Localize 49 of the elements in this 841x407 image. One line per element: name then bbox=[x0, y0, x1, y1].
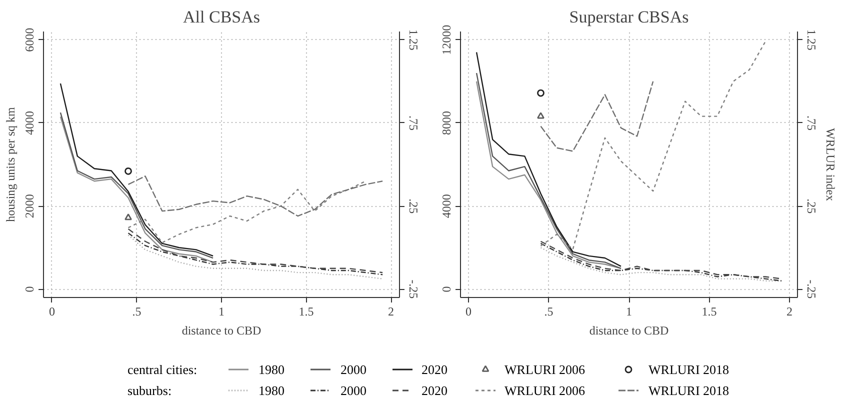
y-tick-label: 4000 bbox=[22, 110, 36, 135]
y-tick-label: 0 bbox=[22, 286, 36, 292]
line-series bbox=[540, 80, 654, 152]
x-tick-label: 0 bbox=[466, 304, 472, 318]
x-tick-label: 2 bbox=[786, 304, 792, 318]
y-tick-label: 6000 bbox=[22, 28, 36, 52]
x-tick-label: .5 bbox=[132, 304, 142, 318]
legend-label: 2020 bbox=[422, 362, 448, 377]
y-tick-label: 2000 bbox=[22, 194, 36, 218]
x-tick-label: .5 bbox=[544, 304, 554, 318]
x-tick-label: 0 bbox=[48, 304, 55, 318]
legend-label: WRLURI 2006 bbox=[504, 383, 586, 398]
legend-label: WRLURI 2006 bbox=[504, 362, 586, 377]
y2-tick-label: -.25 bbox=[804, 280, 818, 299]
x-axis-title: distance to CBD bbox=[182, 324, 262, 338]
y2-tick-label: 1.25 bbox=[406, 29, 420, 50]
line-series bbox=[128, 180, 366, 244]
y-axis-title: housing units per sq km bbox=[4, 106, 18, 222]
legend-label: 1980 bbox=[258, 383, 284, 398]
y2-tick-label: .75 bbox=[804, 115, 818, 130]
x-axis-title: distance to CBD bbox=[589, 324, 669, 338]
y2-tick-label: -.25 bbox=[406, 280, 420, 299]
chart-title: Superstar CBSAs bbox=[569, 8, 689, 26]
y-tick-label: 12000 bbox=[440, 24, 454, 55]
y2-tick-label: 1.25 bbox=[804, 29, 818, 50]
legend-label: 2000 bbox=[340, 383, 366, 398]
x-tick-label: 2 bbox=[388, 304, 394, 318]
line-series bbox=[128, 176, 384, 217]
x-tick-label: 1.5 bbox=[298, 304, 314, 318]
x-tick-label: 1 bbox=[626, 304, 632, 318]
y2-tick-label: .75 bbox=[406, 115, 420, 130]
legend-label: 2000 bbox=[340, 362, 366, 377]
legend-label: WRLURI 2018 bbox=[648, 383, 730, 398]
chart-title: All CBSAs bbox=[183, 8, 260, 26]
line-series bbox=[540, 40, 766, 250]
y2-axis-title: WRLUR index bbox=[824, 128, 838, 202]
legend-label: 2020 bbox=[422, 383, 448, 398]
text: suburbs: bbox=[128, 383, 172, 398]
y-tick-label: 0 bbox=[440, 286, 454, 292]
y-tick-label: 4000 bbox=[440, 194, 454, 218]
line-series bbox=[60, 82, 214, 257]
legend-label: WRLURI 2018 bbox=[648, 362, 730, 377]
x-tick-label: 1.5 bbox=[702, 304, 717, 318]
y2-tick-label: .25 bbox=[406, 198, 420, 214]
legend-label: 1980 bbox=[258, 362, 284, 377]
text: central cities: bbox=[128, 362, 198, 377]
y-tick-label: 8000 bbox=[440, 110, 454, 135]
x-tick-label: 1 bbox=[218, 304, 224, 318]
y2-tick-label: .25 bbox=[804, 198, 818, 214]
